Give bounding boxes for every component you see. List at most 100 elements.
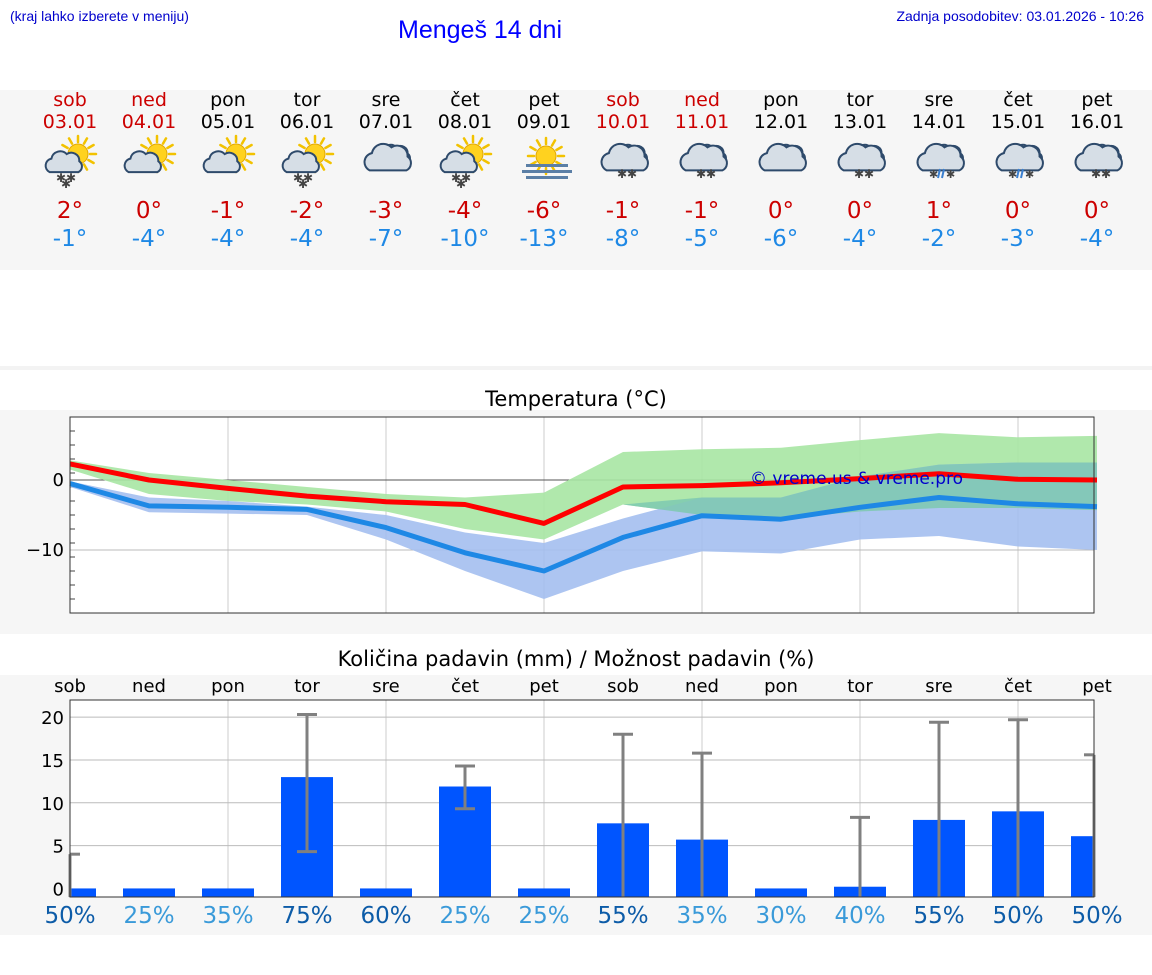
temp-min: -4° bbox=[289, 226, 325, 252]
precip-bar bbox=[360, 888, 412, 897]
temp-max: -1° bbox=[684, 198, 720, 224]
day-date: 04.01 bbox=[121, 111, 177, 133]
precip-bar bbox=[518, 888, 570, 897]
day-date: 12.01 bbox=[753, 111, 809, 133]
precip-day-label: sob bbox=[607, 676, 639, 697]
watermark: © vreme.us & vreme.pro bbox=[750, 469, 963, 489]
precip-day-label: pon bbox=[764, 676, 798, 697]
svg-text:✱: ✱ bbox=[946, 168, 955, 181]
precip-chance: 25% bbox=[439, 903, 491, 929]
precip-day-label: sre bbox=[372, 676, 400, 697]
precip-day-label: sob bbox=[54, 676, 86, 697]
day-date: 03.01 bbox=[42, 111, 98, 133]
precip-bar bbox=[70, 888, 96, 897]
day-name: sob bbox=[606, 89, 640, 111]
temp-min: -1° bbox=[52, 226, 88, 252]
svg-text:✱: ✱ bbox=[627, 167, 637, 181]
temp-max: 0° bbox=[135, 198, 163, 224]
temp-min: -5° bbox=[684, 226, 720, 252]
precip-chance: 25% bbox=[123, 903, 175, 929]
svg-text:✱: ✱ bbox=[1091, 167, 1101, 181]
temp-min: -4° bbox=[131, 226, 167, 252]
temp-ytick-label: −10 bbox=[26, 540, 64, 561]
precip-chance: 40% bbox=[834, 903, 886, 929]
cloudy-snow-icon: ✱ ✱ bbox=[1074, 142, 1123, 181]
day-name: čet bbox=[450, 89, 480, 111]
temp-max: -4° bbox=[447, 198, 483, 224]
svg-text:✱: ✱ bbox=[293, 171, 303, 185]
day-date: 06.01 bbox=[279, 111, 335, 133]
temp-min: -4° bbox=[1079, 226, 1115, 252]
partly-sunny-icon bbox=[202, 134, 256, 174]
precip-day-label: tor bbox=[294, 676, 320, 697]
temp-min: -10° bbox=[440, 226, 490, 252]
partly-sunny-icon bbox=[123, 134, 177, 174]
day-name: ned bbox=[684, 89, 720, 111]
day-date: 16.01 bbox=[1069, 111, 1125, 133]
cloudy-icon bbox=[363, 142, 412, 172]
cloudy-icon bbox=[758, 142, 807, 172]
day-date: 14.01 bbox=[911, 111, 967, 133]
svg-text:✱: ✱ bbox=[1101, 167, 1111, 181]
max-temp-line bbox=[69, 461, 1098, 526]
precip-bar bbox=[202, 888, 254, 897]
temp-max: 1° bbox=[925, 198, 953, 224]
temperature-chart: 0 −10 © vreme.us & vreme.pro bbox=[26, 416, 1098, 614]
day-name: pet bbox=[1081, 89, 1113, 111]
svg-text:✱: ✱ bbox=[298, 177, 308, 191]
day-name: sre bbox=[924, 89, 954, 111]
precip-chart: 20 15 10 5 0 bbox=[41, 699, 1096, 900]
cloudy-snow-icon: ✱ ✱ bbox=[600, 142, 649, 181]
sun-fog-icon bbox=[522, 136, 572, 179]
precip-chance: 25% bbox=[518, 903, 570, 929]
day-name: ned bbox=[131, 89, 167, 111]
precip-chance: 75% bbox=[281, 903, 333, 929]
precip-chance: 30% bbox=[755, 903, 807, 929]
temp-min: -4° bbox=[842, 226, 878, 252]
temp-max: -3° bbox=[368, 198, 404, 224]
temp-max: -6° bbox=[526, 198, 562, 224]
precip-chance: 55% bbox=[597, 903, 649, 929]
precip-bar bbox=[123, 888, 175, 897]
precip-ytick-label: 5 bbox=[53, 837, 64, 858]
day-name: pon bbox=[763, 89, 799, 111]
precip-bar bbox=[1071, 836, 1094, 897]
day-date: 15.01 bbox=[990, 111, 1046, 133]
precip-day-label: pet bbox=[529, 676, 559, 697]
temp-max: -2° bbox=[289, 198, 325, 224]
precip-day-label: tor bbox=[847, 676, 873, 697]
day-name: tor bbox=[846, 89, 874, 111]
day-date: 05.01 bbox=[200, 111, 256, 133]
temp-max: -1° bbox=[210, 198, 246, 224]
precip-chance: 60% bbox=[360, 903, 412, 929]
temp-max: 0° bbox=[846, 198, 874, 224]
precip-chance: 50% bbox=[1071, 903, 1123, 929]
day-name: sob bbox=[53, 89, 87, 111]
day-name: pon bbox=[210, 89, 246, 111]
day-date: 11.01 bbox=[674, 111, 730, 133]
day-name: čet bbox=[1003, 89, 1033, 111]
svg-text:✱: ✱ bbox=[61, 177, 71, 191]
precip-day-label: pet bbox=[1082, 676, 1112, 697]
precip-chance: 50% bbox=[992, 903, 1044, 929]
svg-text:✱: ✱ bbox=[864, 167, 874, 181]
cloudy-snow-icon: ✱ ✱ bbox=[837, 142, 886, 181]
svg-text:✱: ✱ bbox=[929, 168, 938, 181]
day-date: 10.01 bbox=[595, 111, 651, 133]
svg-text:✱: ✱ bbox=[303, 171, 313, 185]
partly-sunny-snow-icon: ✱ ✱✱ bbox=[281, 134, 335, 191]
svg-text:✱: ✱ bbox=[696, 167, 706, 181]
cloudy-snow-icon: ✱ ✱ bbox=[679, 142, 728, 181]
day-date: 09.01 bbox=[516, 111, 572, 133]
precip-ytick-label: 20 bbox=[41, 708, 64, 729]
svg-text:✱: ✱ bbox=[1008, 168, 1017, 181]
day-name: sre bbox=[371, 89, 401, 111]
precip-ytick-label: 10 bbox=[41, 794, 64, 815]
precip-day-label: sre bbox=[925, 676, 953, 697]
precip-ytick-label: 15 bbox=[41, 751, 64, 772]
temp-min: -2° bbox=[921, 226, 957, 252]
svg-text:✱: ✱ bbox=[706, 167, 716, 181]
temp-min: -8° bbox=[605, 226, 641, 252]
svg-text:✱: ✱ bbox=[461, 171, 471, 185]
temperature-chart-title: Temperatura (°C) bbox=[485, 387, 667, 411]
